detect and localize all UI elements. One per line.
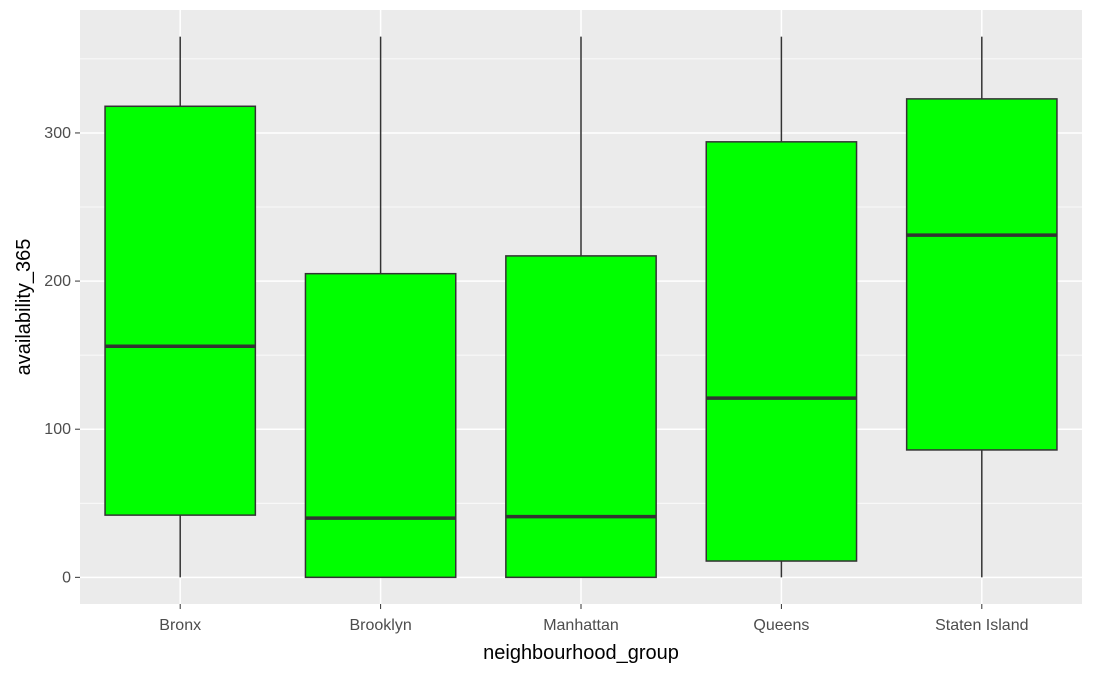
y-tick-label: 0 (62, 569, 71, 586)
x-tick-label: Bronx (159, 617, 201, 634)
box-iqr (905, 98, 1058, 451)
x-tick-label: Queens (753, 617, 809, 634)
x-tick-label: Staten Island (935, 617, 1028, 634)
y-tick-label: 300 (44, 125, 71, 142)
box-iqr (304, 272, 457, 579)
box-iqr (104, 105, 257, 516)
box-series (104, 36, 1058, 579)
x-axis: Bronx Brooklyn Manhattan Queens Staten Islan… (159, 604, 1029, 634)
x-axis-title: neighbourhood_group (483, 642, 679, 664)
box-bronx (104, 36, 257, 578)
x-tick-label: Brooklyn (349, 617, 411, 634)
box-iqr (505, 255, 657, 579)
x-tick-label: Manhattan (543, 617, 619, 634)
box-manhattan (505, 36, 657, 579)
box-iqr (705, 141, 858, 562)
y-tick-label: 100 (44, 421, 71, 438)
box-brooklyn (304, 36, 457, 579)
box-staten-island (905, 36, 1058, 578)
y-tick-label: 200 (44, 273, 71, 290)
box-queens (705, 36, 858, 578)
y-axis: 0 100 200 300 (44, 125, 80, 586)
y-axis-title: availability_365 (13, 239, 35, 376)
